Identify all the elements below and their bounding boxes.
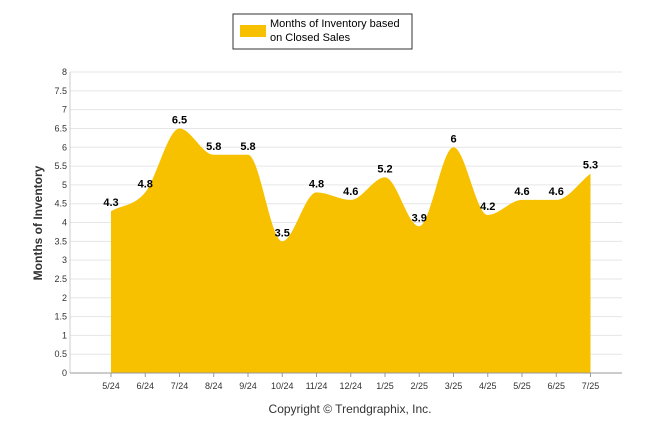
x-tick-label: 11/24 [306, 381, 328, 391]
x-tick-label: 7/24 [171, 381, 189, 391]
x-tick-label: 12/24 [339, 381, 362, 391]
data-label: 3.9 [412, 212, 427, 224]
x-tick-label: 6/25 [547, 381, 565, 391]
data-label: 5.8 [206, 141, 221, 153]
x-tick-label: 5/24 [102, 381, 120, 391]
data-label: 4.8 [138, 178, 153, 190]
data-label: 5.8 [240, 141, 255, 153]
y-tick-label: 3 [62, 255, 67, 265]
data-label: 4.6 [514, 186, 529, 198]
y-tick-label: 3.5 [54, 236, 67, 246]
y-tick-label: 0 [62, 368, 67, 378]
x-tick-label: 4/25 [479, 381, 497, 391]
y-tick-label: 0.5 [54, 349, 67, 359]
y-tick-label: 7.5 [54, 86, 67, 96]
y-tick-label: 7 [62, 105, 67, 115]
y-tick-label: 6 [62, 142, 67, 152]
data-label: 4.3 [103, 197, 118, 209]
y-tick-label: 1.5 [54, 312, 67, 322]
x-tick-label: 6/24 [136, 381, 154, 391]
legend: Months of Inventory based on Closed Sale… [232, 13, 413, 50]
x-tick-label: 3/25 [445, 381, 463, 391]
y-tick-label: 6.5 [54, 123, 67, 133]
x-tick-label: 2/25 [410, 381, 428, 391]
series-area [111, 128, 591, 373]
data-label: 4.8 [309, 178, 324, 190]
x-tick-label: 8/24 [205, 381, 223, 391]
y-axis-label: Months of Inventory [31, 165, 45, 280]
x-tick-label: 7/25 [582, 381, 600, 391]
y-tick-label: 4.5 [54, 199, 67, 209]
data-label: 6 [450, 133, 456, 145]
x-tick-label: 10/24 [271, 381, 294, 391]
y-tick-label: 2 [62, 293, 67, 303]
y-tick-label: 4 [62, 218, 67, 228]
data-labels: 4.3 4.8 6.5 5.8 5.8 3.5 4.8 4.6 5.2 3.9 6 4.2 4.6 4.6… [103, 114, 598, 239]
legend-swatch [240, 25, 266, 37]
data-label: 5.3 [583, 160, 598, 172]
data-label: 3.5 [275, 227, 290, 239]
data-label: 4.6 [343, 186, 358, 198]
x-tick-label: 5/25 [513, 381, 531, 391]
y-tick-label: 1 [62, 330, 67, 340]
data-label: 4.2 [480, 201, 495, 213]
y-tick-label: 2.5 [54, 274, 67, 284]
x-tick-label: 1/25 [376, 381, 394, 391]
data-label: 5.2 [377, 163, 392, 175]
data-label: 4.6 [549, 186, 564, 198]
copyright-footer: Copyright © Trendgraphix, Inc. [269, 402, 432, 416]
x-axis-ticks: 5/24 6/24 7/24 8/24 9/24 10/24 11/24 12/24 1/25 2… [102, 373, 599, 391]
y-axis-ticks: 0 0.5 1 1.5 2 2.5 3 3.5 4 4.5 5 5.5 6 6.5 7 7.5 8 [54, 67, 67, 378]
y-tick-label: 8 [62, 67, 67, 77]
data-label: 6.5 [172, 114, 187, 126]
y-tick-label: 5 [62, 180, 67, 190]
x-tick-label: 9/24 [239, 381, 257, 391]
legend-line-2: on Closed Sales [270, 32, 351, 44]
legend-line-1: Months of Inventory based [270, 18, 400, 30]
y-tick-label: 5.5 [54, 161, 67, 171]
